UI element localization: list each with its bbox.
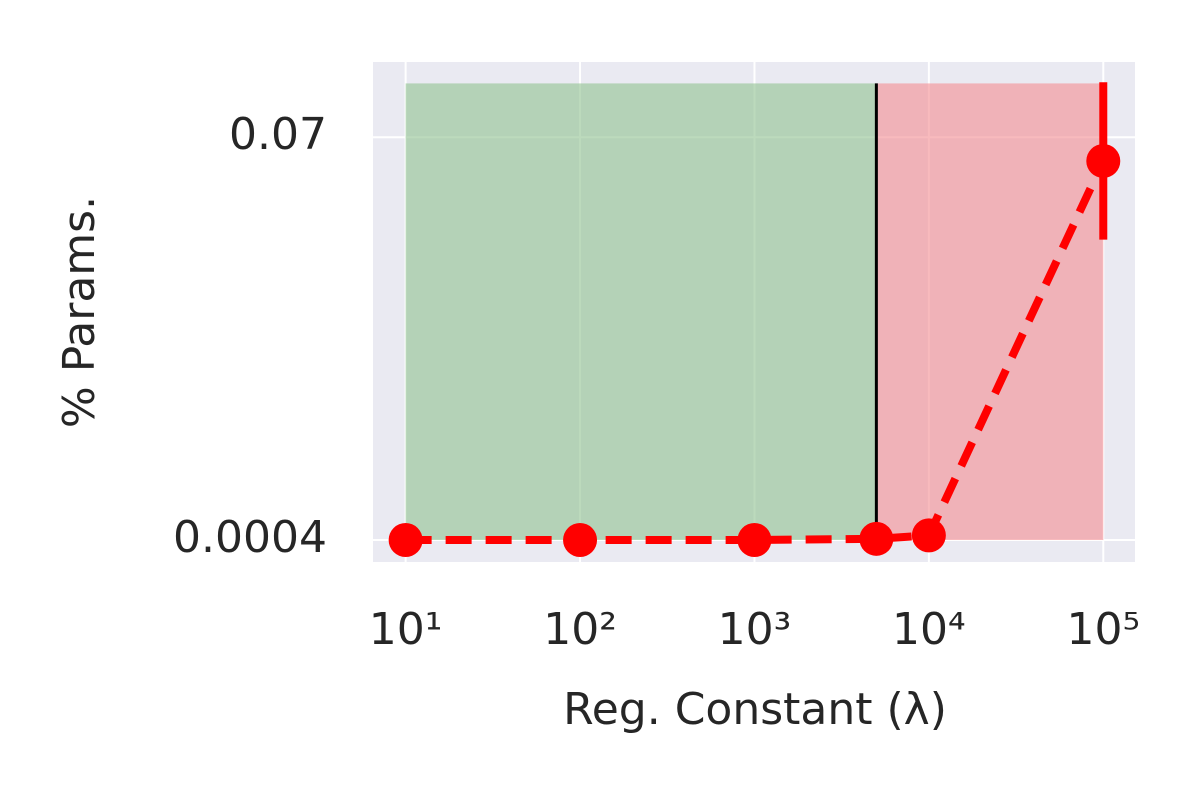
y-tick-label: 0.0004 [173,512,327,563]
data-point [911,518,946,553]
x-tick-label: 10⁴ [892,604,966,655]
x-tick-label: 10⁵ [1066,604,1140,655]
shaded-region [876,83,1104,541]
y-tick-label: 0.07 [229,109,327,160]
x-tick-label: 10³ [718,604,792,655]
data-point [859,521,894,556]
data-point [563,523,598,558]
data-point [388,523,423,558]
x-axis-label: Reg. Constant (λ) [563,684,947,735]
data-point [1086,143,1121,178]
data-line [405,159,1107,545]
x-tick-label: 10¹ [369,604,443,655]
data-point [737,523,772,558]
shaded-region [405,83,877,541]
x-tick-label: 10² [543,604,617,655]
y-axis-label: % Params. [54,196,105,428]
